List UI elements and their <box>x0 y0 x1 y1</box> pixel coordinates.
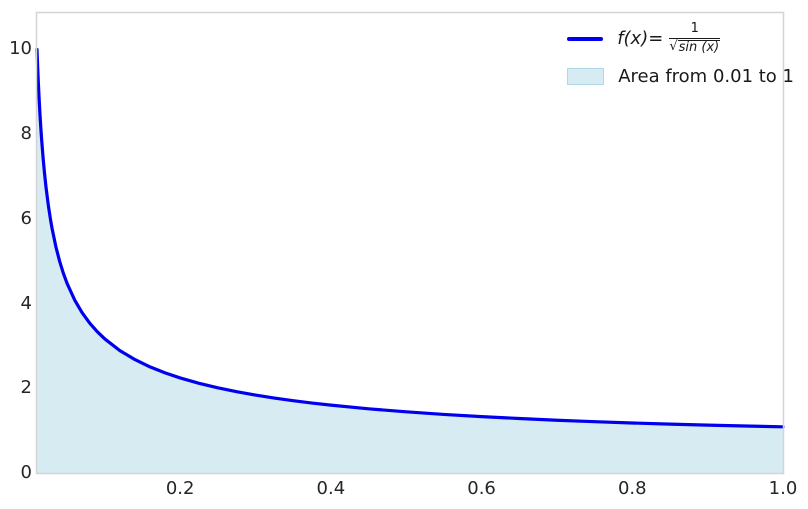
legend-item-area: Area from 0.01 to 1 <box>567 66 794 88</box>
legend-area-label: Area from 0.01 to 1 <box>618 65 794 87</box>
y-tick-label: 6 <box>20 207 32 229</box>
legend: f(x) = 1 √ sin (x) Area from 0.01 to 1 <box>567 21 794 88</box>
equals-sign: = <box>648 27 664 49</box>
x-tick-label: 0.2 <box>165 478 195 499</box>
fraction-numerator: 1 <box>669 21 721 39</box>
plot-spines <box>35 11 785 475</box>
y-tick-label: 8 <box>20 123 32 145</box>
fraction: 1 √ sin (x) <box>669 21 721 56</box>
y-tick-label: 0 <box>20 462 32 483</box>
y-tick-label: 4 <box>20 292 32 314</box>
x-tick-label: 0.8 <box>617 478 647 499</box>
radical-sign: √ <box>669 38 678 54</box>
shaded-area <box>37 49 783 474</box>
fraction-denominator: √ sin (x) <box>669 38 721 56</box>
y-tick-label: 10 <box>9 38 32 60</box>
under-root-expression: sin (x) <box>677 39 721 55</box>
x-tick-label: 1.0 <box>768 478 798 499</box>
y-tick-label: 2 <box>20 377 32 399</box>
function-name: f(x) <box>617 27 649 49</box>
x-tick-label: 0.6 <box>467 478 496 499</box>
x-tick-label: 0.4 <box>316 478 346 499</box>
legend-line-swatch <box>567 36 604 41</box>
legend-item-function: f(x) = 1 √ sin (x) <box>567 21 721 56</box>
legend-function-label: f(x) = 1 √ sin (x) <box>617 21 721 56</box>
legend-area-swatch <box>567 68 605 86</box>
function-curve <box>35 47 785 429</box>
